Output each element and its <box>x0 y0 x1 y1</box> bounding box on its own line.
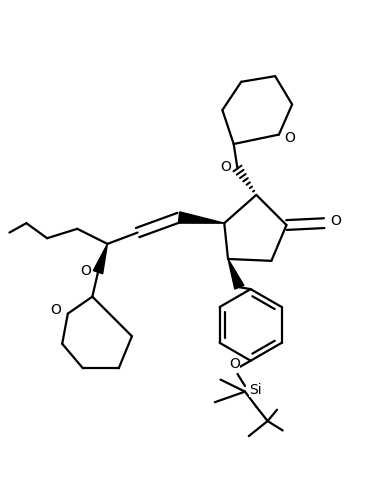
Text: O: O <box>50 303 61 317</box>
Text: O: O <box>330 214 341 228</box>
Text: O: O <box>221 160 232 174</box>
Text: O: O <box>229 357 240 371</box>
Polygon shape <box>228 259 244 289</box>
Polygon shape <box>93 244 107 274</box>
Polygon shape <box>178 212 224 223</box>
Text: O: O <box>284 131 295 145</box>
Text: O: O <box>80 264 91 278</box>
Text: Si: Si <box>249 383 262 397</box>
